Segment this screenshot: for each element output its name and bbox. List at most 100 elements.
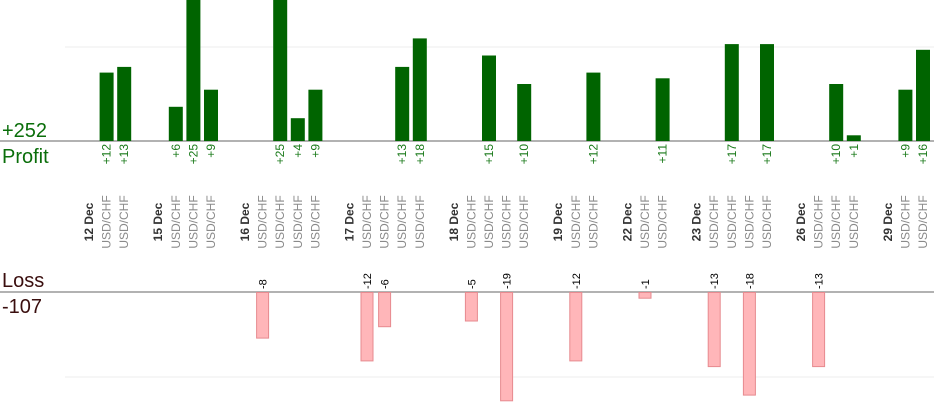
loss-bar[interactable] xyxy=(638,292,652,299)
loss-value-label: -5 xyxy=(466,279,478,289)
symbol-label: USD/CHF xyxy=(482,195,496,248)
symbol-label: USD/CHF xyxy=(725,195,739,248)
date-label: 29 Dec xyxy=(881,202,895,241)
loss-bar[interactable] xyxy=(707,292,721,368)
symbol-label: USD/CHF xyxy=(638,195,652,248)
profit-value-label: +10 xyxy=(829,144,843,165)
loss-value-label: -19 xyxy=(502,273,514,289)
symbol-label: USD/CHF xyxy=(395,195,409,248)
profit-bar[interactable] xyxy=(204,89,218,141)
symbol-label: USD/CHF xyxy=(742,195,756,248)
symbol-label: USD/CHF xyxy=(569,195,583,248)
loss-value-label: -1 xyxy=(640,279,652,289)
profit-bar[interactable] xyxy=(273,0,288,141)
date-label: 15 Dec xyxy=(151,202,165,241)
symbol-label: USD/CHF xyxy=(898,195,912,248)
symbol-label: USD/CHF xyxy=(378,195,392,248)
loss-bar[interactable] xyxy=(500,292,514,402)
loss-bars: -8 -12 -6 -5 -19 -12 -1 -13 -18 -13 xyxy=(256,273,826,402)
profit-value-label: +13 xyxy=(395,144,409,165)
date-label: 17 Dec xyxy=(342,202,356,241)
profit-bar[interactable] xyxy=(99,72,114,141)
profit-bar[interactable] xyxy=(846,135,861,141)
symbol-label: USD/CHF xyxy=(273,195,287,248)
loss-bar[interactable] xyxy=(742,292,756,396)
loss-value-label: -13 xyxy=(709,273,721,289)
loss-value-label: -6 xyxy=(380,279,392,289)
profit-value-label: +11 xyxy=(656,144,670,164)
profit-bar[interactable] xyxy=(724,44,739,141)
profit-value-label: +9 xyxy=(898,144,912,158)
symbol-label: USD/CHF xyxy=(308,195,322,248)
profit-value-label: +17 xyxy=(725,144,739,165)
loss-bar[interactable] xyxy=(360,292,374,362)
loss-value-label: -18 xyxy=(744,273,756,289)
profit-bar[interactable] xyxy=(186,0,201,141)
profit-total: +252 xyxy=(2,120,48,142)
category-labels: 12 Dec USD/CHF USD/CHF 15 Dec USD/CHF USD/CHF… xyxy=(82,195,930,248)
symbol-label: USD/CHF xyxy=(707,195,721,248)
symbol-label: USD/CHF xyxy=(847,195,861,248)
symbol-label: USD/CHF xyxy=(117,195,131,248)
symbol-label: USD/CHF xyxy=(812,195,826,248)
symbol-label: USD/CHF xyxy=(760,195,774,248)
profit-bars: +12 +13 +6 +25 +9 +25 +4 +9 +13 +18 +15 +10 +12 +11 +1… xyxy=(99,0,930,165)
loss-bar[interactable] xyxy=(812,292,826,368)
date-label: 26 Dec xyxy=(794,202,808,241)
profit-bar[interactable] xyxy=(482,55,496,142)
profit-value-label: +10 xyxy=(517,144,531,165)
profit-bar[interactable] xyxy=(290,118,305,141)
date-label: 19 Dec xyxy=(551,202,565,241)
profit-bar[interactable] xyxy=(655,78,670,141)
profit-value-label: +15 xyxy=(482,144,496,165)
profit-bar[interactable] xyxy=(412,38,427,141)
loss-bar[interactable] xyxy=(569,292,583,362)
profit-label: Profit xyxy=(2,146,49,168)
symbol-label: USD/CHF xyxy=(186,195,200,248)
profit-value-label: +13 xyxy=(117,144,131,165)
date-label: 22 Dec xyxy=(620,202,634,241)
date-label: 16 Dec xyxy=(238,202,252,241)
loss-total: -107 xyxy=(2,296,43,318)
symbol-label: USD/CHF xyxy=(413,195,427,248)
profit-bar[interactable] xyxy=(586,72,601,141)
profit-bar[interactable] xyxy=(760,44,774,141)
profit-bar[interactable] xyxy=(517,84,532,141)
profit-value-label: +16 xyxy=(916,144,930,165)
symbol-label: USD/CHF xyxy=(204,195,218,248)
symbol-label: USD/CHF xyxy=(500,195,514,248)
symbol-label: USD/CHF xyxy=(586,195,600,248)
profit-value-label: +1 xyxy=(847,144,861,158)
profit-value-label: +25 xyxy=(273,144,287,165)
symbol-label: USD/CHF xyxy=(169,195,183,248)
profit-bar[interactable] xyxy=(916,49,930,141)
symbol-label: USD/CHF xyxy=(100,195,114,248)
profit-bar[interactable] xyxy=(395,66,410,141)
symbol-label: USD/CHF xyxy=(517,195,531,248)
symbol-label: USD/CHF xyxy=(916,195,930,248)
loss-value-label: -8 xyxy=(258,279,270,289)
profit-bar[interactable] xyxy=(168,106,183,141)
loss-value-label: -12 xyxy=(571,273,583,289)
loss-bar[interactable] xyxy=(378,292,392,328)
profit-bar[interactable] xyxy=(308,89,323,141)
symbol-label: USD/CHF xyxy=(656,195,670,248)
profit-value-label: +9 xyxy=(308,144,322,158)
profit-value-label: +9 xyxy=(204,144,218,158)
profit-bar[interactable] xyxy=(898,89,913,141)
profit-bar[interactable] xyxy=(117,66,132,141)
date-label: 12 Dec xyxy=(82,202,96,241)
profit-value-label: +25 xyxy=(186,144,200,165)
symbol-label: USD/CHF xyxy=(291,195,305,248)
profit-bar[interactable] xyxy=(829,84,844,141)
profit-value-label: +12 xyxy=(586,144,600,165)
loss-bar[interactable] xyxy=(464,292,478,322)
loss-value-label: -13 xyxy=(814,273,826,289)
loss-bar[interactable] xyxy=(256,292,270,339)
profit-value-label: +4 xyxy=(291,144,305,158)
loss-label: Loss xyxy=(2,270,45,292)
date-label: 23 Dec xyxy=(690,202,704,241)
profit-value-label: +17 xyxy=(760,144,774,165)
profit-value-label: +12 xyxy=(100,144,114,165)
